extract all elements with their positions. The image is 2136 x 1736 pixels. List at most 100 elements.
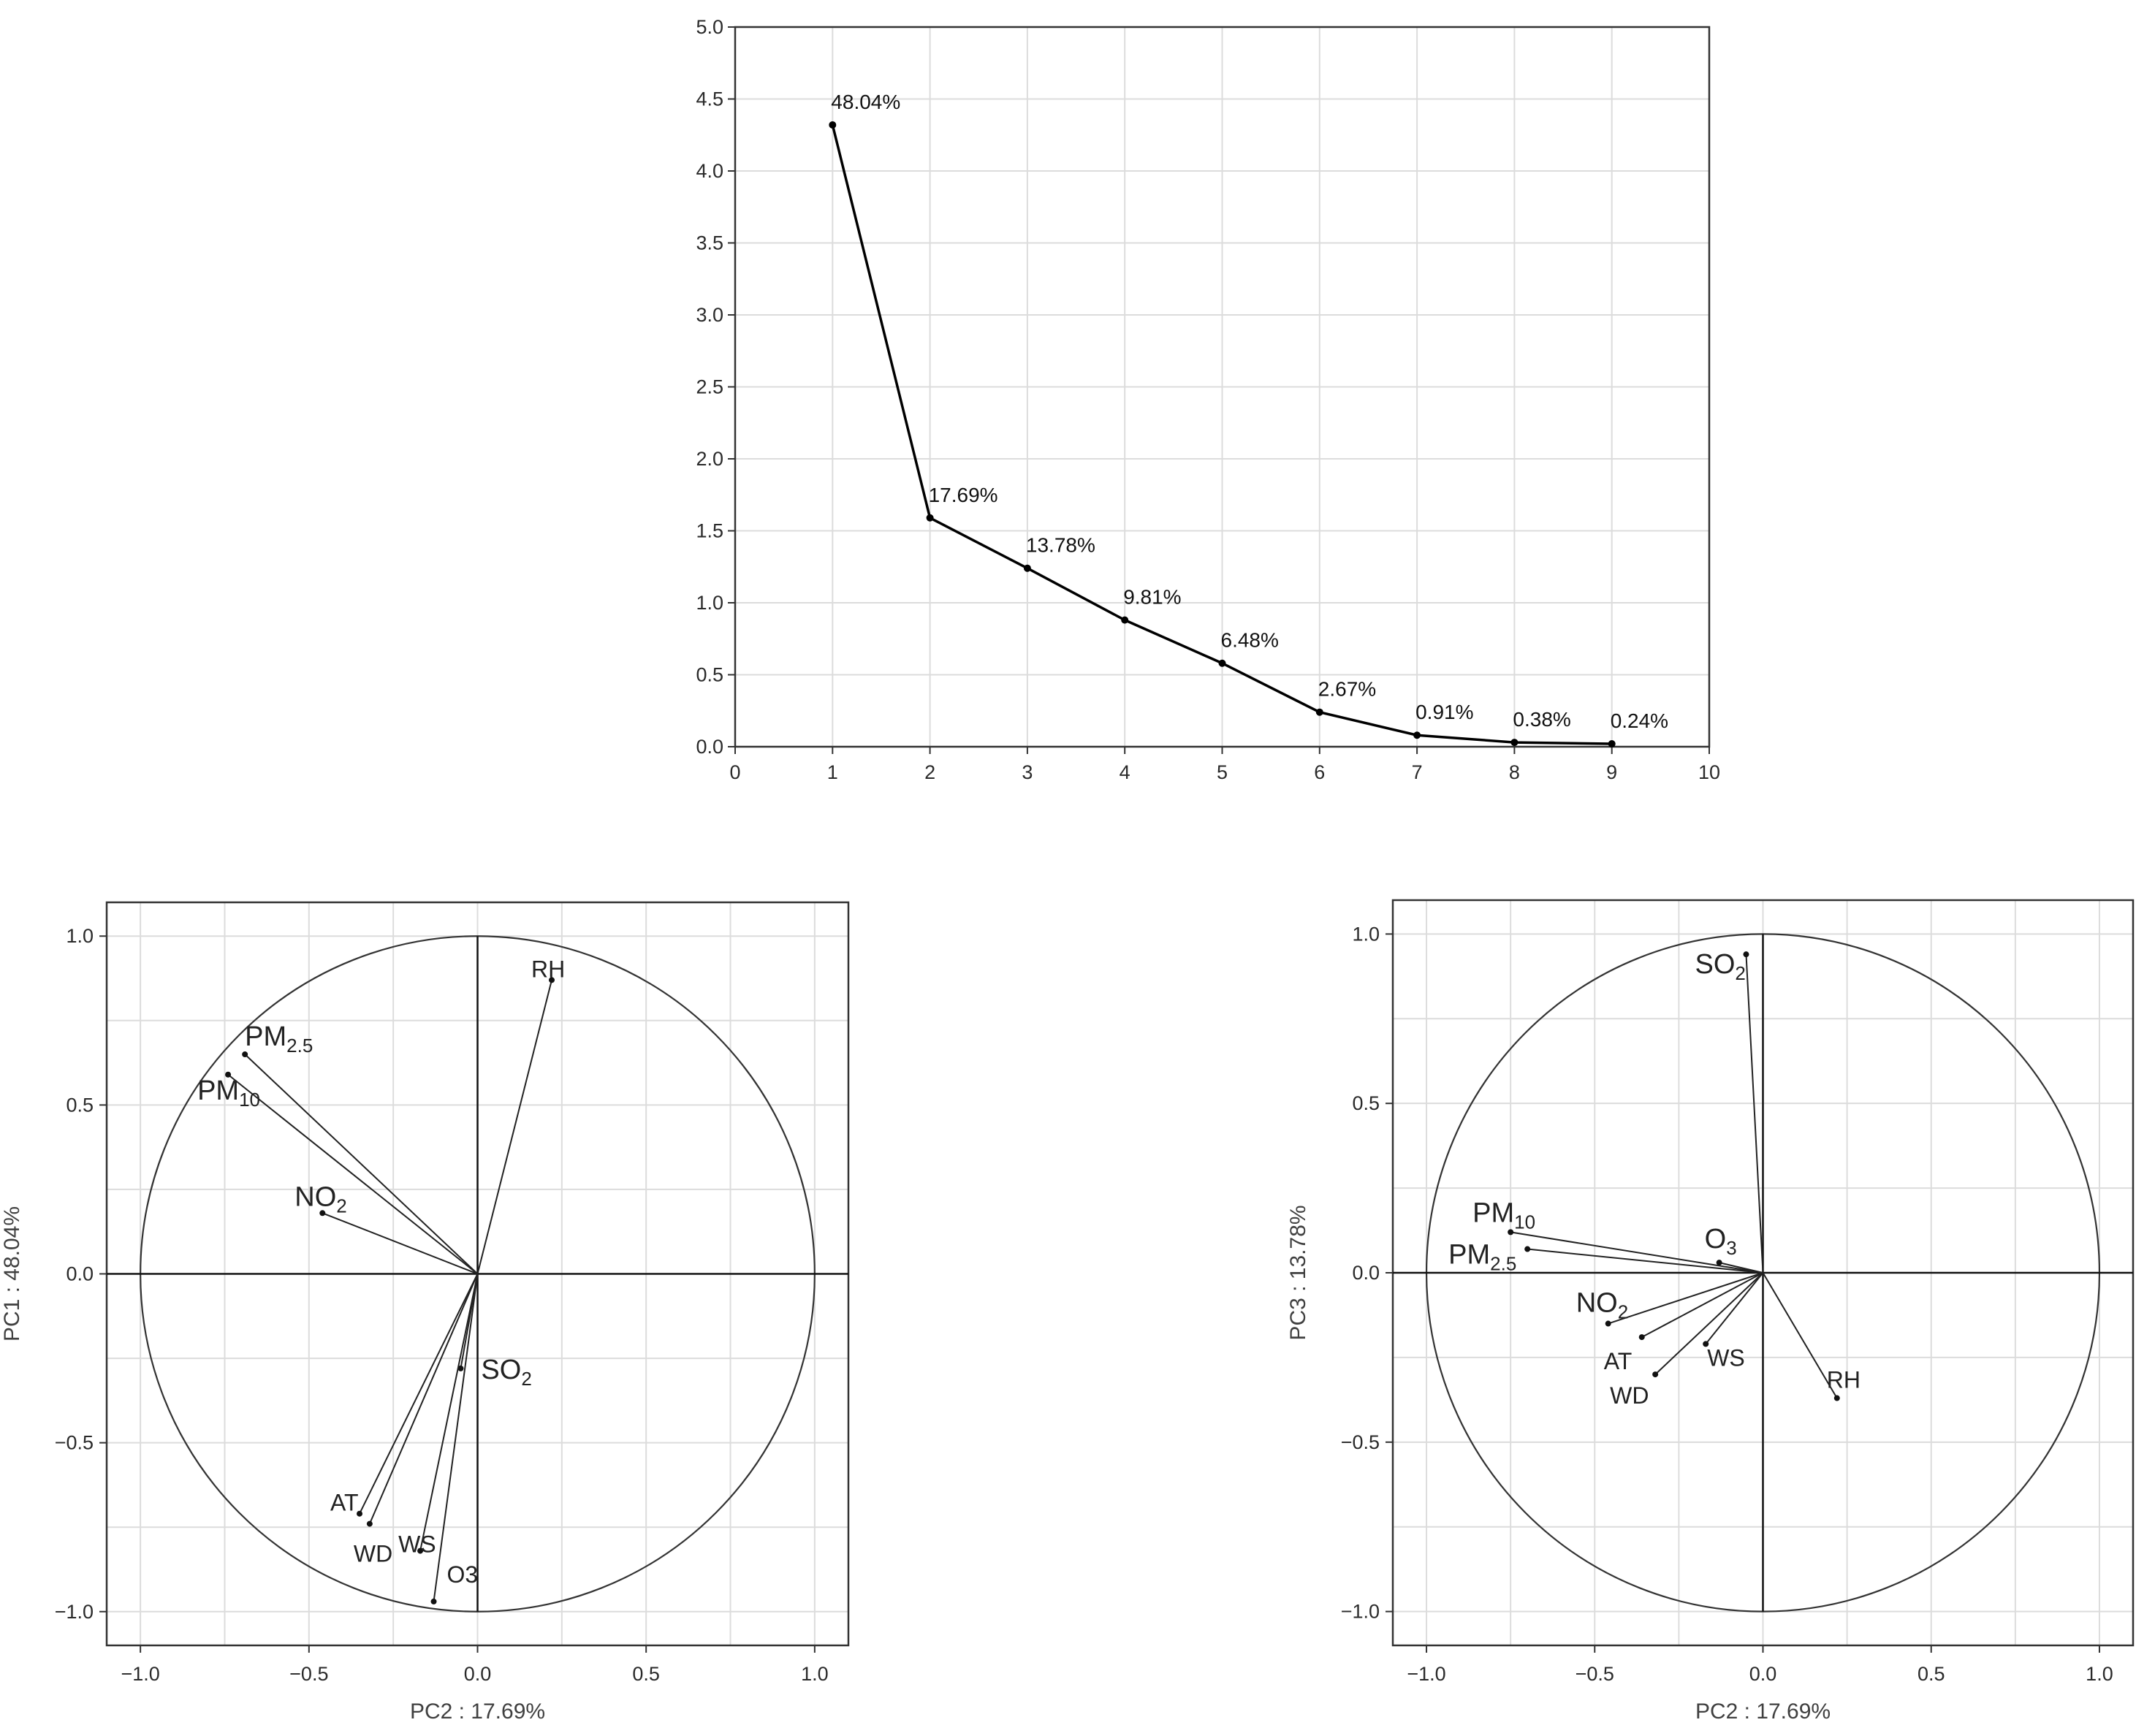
y-tick-label: 0.0 (696, 736, 723, 758)
x-tick-label: 0.0 (464, 1663, 492, 1685)
y-tick-label: 0.0 (66, 1263, 94, 1285)
data-point (926, 514, 934, 522)
loading-vector (1762, 1272, 1838, 1399)
x-tick-label: 0.5 (1918, 1663, 1945, 1685)
variable-label: WS (1707, 1344, 1745, 1371)
y-tick-label: 1.5 (696, 520, 723, 542)
variable-label: WD (1610, 1382, 1649, 1409)
variable-label: O3 (1705, 1224, 1737, 1259)
x-tick-label: 6 (1314, 761, 1325, 783)
y-tick-label: 0.0 (1352, 1262, 1380, 1284)
x-tick-label: −1.0 (1407, 1663, 1445, 1685)
x-tick-label: 2 (924, 761, 935, 783)
y-tick-label: 0.5 (696, 664, 723, 686)
y-tick-label: 2.5 (696, 376, 723, 398)
variable-label: SO2 (1695, 949, 1745, 984)
data-label: 13.78% (1026, 534, 1095, 557)
y-tick-label: 3.0 (696, 304, 723, 326)
data-point (1413, 731, 1421, 739)
loading-point (366, 1520, 373, 1527)
loading-vector (433, 1274, 479, 1602)
loading-vector (322, 1212, 478, 1275)
loading-point (1716, 1260, 1722, 1266)
x-tick-label: 1.0 (801, 1663, 829, 1685)
data-label: 17.69% (929, 484, 998, 506)
loading-vector (1510, 1231, 1763, 1274)
x-tick-label: 3 (1022, 761, 1033, 783)
loading-vector (419, 1274, 479, 1551)
loading-point (1524, 1246, 1531, 1252)
loading-vector (476, 980, 552, 1274)
loading-point (1605, 1320, 1611, 1327)
loading-point (1508, 1229, 1514, 1236)
data-point (1218, 659, 1226, 667)
y-axis-title: PC1 : 48.04% (0, 1206, 24, 1341)
y-tick-label: −1.0 (1341, 1601, 1380, 1623)
data-point (829, 121, 837, 129)
loading-vector (359, 1274, 479, 1515)
x-tick-label: −0.5 (289, 1663, 328, 1685)
loading-vector (1719, 1262, 1763, 1274)
variable-label: NO2 (1576, 1288, 1628, 1323)
data-label: 48.04% (831, 91, 900, 113)
x-tick-label: 0.5 (632, 1663, 660, 1685)
x-tick-label: 8 (1509, 761, 1520, 783)
y-axis-title: PC3 : 13.78% (1286, 1205, 1310, 1340)
variable-label: PM10 (197, 1076, 260, 1111)
x-axis-title: PC2 : 17.69% (1695, 1699, 1831, 1724)
x-tick-label: 9 (1606, 761, 1617, 783)
loading-vector (227, 1073, 479, 1275)
x-tick-label: 4 (1120, 761, 1130, 783)
x-tick-label: 1.0 (2086, 1663, 2113, 1685)
data-label: 0.24% (1611, 709, 1668, 732)
y-tick-label: 4.5 (696, 88, 723, 110)
loading-point (1703, 1341, 1709, 1347)
y-tick-label: −1.0 (55, 1601, 94, 1623)
loading-point (1652, 1371, 1659, 1378)
x-tick-label: −0.5 (1576, 1663, 1614, 1685)
loading-vector (1705, 1272, 1764, 1344)
loading-vector (1654, 1272, 1764, 1375)
data-label: 6.48% (1221, 629, 1279, 652)
loading-point (549, 977, 555, 983)
loading-plot-pc2-pc3: −1.0 −1.0 −0.5 −0.5 0.0 0.0 0.5 0.5 1.0 1.0 PC2 : … (1286, 899, 2135, 1724)
x-tick-label: 1 (827, 761, 838, 783)
loading-point (1743, 951, 1749, 958)
loading-point (225, 1071, 232, 1078)
loading-point (1638, 1334, 1645, 1341)
loading-point (319, 1210, 326, 1217)
y-tick-label: 0.5 (1352, 1092, 1380, 1114)
y-tick-label: 2.0 (696, 448, 723, 470)
y-tick-label: 1.0 (696, 592, 723, 614)
loading-vector (1527, 1248, 1763, 1274)
y-tick-label: 3.5 (696, 232, 723, 254)
loading-vector (368, 1274, 479, 1524)
variable-label: RH (531, 956, 565, 982)
loading-point (242, 1051, 248, 1058)
variable-label: NO2 (294, 1181, 346, 1217)
data-label: 0.91% (1415, 701, 1473, 723)
scree-plot: 0 1 2 3 4 5 6 7 8 9 10 0.0 0.5 1.0 1.5 2.0 2.5 3.0 3.5 4.0 4… (696, 16, 1720, 783)
x-axis-title: PC2 : 17.69% (410, 1699, 545, 1724)
x-tick-label: 7 (1412, 761, 1423, 783)
variable-label: AT (330, 1490, 359, 1516)
variable-label: WD (354, 1541, 392, 1567)
data-label: 0.38% (1513, 708, 1570, 731)
plot-frame (734, 26, 1711, 748)
x-tick-label: 0 (729, 761, 740, 783)
x-tick-label: 10 (1698, 761, 1720, 783)
variable-label: RH (1827, 1367, 1861, 1393)
data-point (1608, 740, 1616, 748)
variable-label: WS (398, 1531, 436, 1558)
data-point (1023, 564, 1031, 572)
variable-label: PM2.5 (245, 1021, 313, 1057)
data-label: 2.67% (1318, 678, 1376, 701)
y-tick-label: 0.5 (66, 1094, 94, 1116)
data-point (1510, 739, 1519, 747)
x-tick-label: 5 (1217, 761, 1228, 783)
data-point (1121, 616, 1129, 624)
variable-label: AT (1604, 1348, 1633, 1374)
variable-label: PM2.5 (1448, 1240, 1516, 1275)
variable-label: PM10 (1472, 1198, 1535, 1233)
